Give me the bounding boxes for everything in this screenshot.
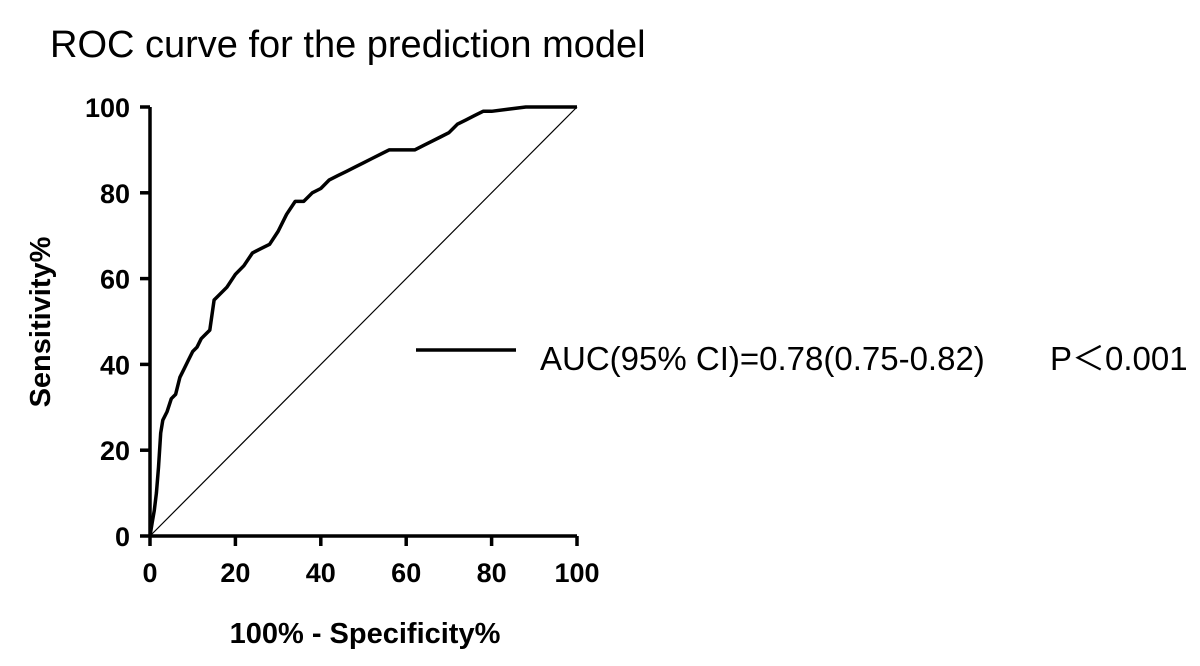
roc-curve-line (148, 105, 577, 537)
x-tick-label: 20 (220, 558, 250, 588)
y-ticks: 0 20 40 60 80 100 (85, 93, 150, 552)
plot-area: 0 20 40 60 80 100 0 20 40 60 80 100 (85, 93, 600, 588)
x-tick-label: 40 (306, 558, 336, 588)
y-tick-label: 80 (100, 179, 130, 209)
legend: AUC(95% CI)=0.78(0.75-0.82) P＜0.001 (416, 340, 1188, 377)
y-tick-label: 0 (115, 522, 130, 552)
p-value-annotation: P＜0.001 (1050, 340, 1188, 377)
legend-label: AUC(95% CI)=0.78(0.75-0.82) (540, 340, 985, 377)
x-tick-label: 60 (391, 558, 421, 588)
y-tick-label: 40 (100, 350, 130, 380)
x-tick-label: 80 (477, 558, 507, 588)
x-tick-label: 100 (554, 558, 599, 588)
x-ticks: 0 20 40 60 80 100 (142, 536, 600, 588)
chart-title: ROC curve for the prediction model (50, 24, 646, 66)
x-tick-label: 0 (142, 558, 157, 588)
y-tick-label: 100 (85, 93, 130, 123)
x-axis-label: 100% - Specificity% (230, 618, 501, 650)
y-axis-label: Sensitivity% (25, 236, 57, 407)
reference-diagonal (149, 106, 578, 537)
y-tick-label: 20 (100, 436, 130, 466)
y-tick-label: 60 (100, 265, 130, 295)
